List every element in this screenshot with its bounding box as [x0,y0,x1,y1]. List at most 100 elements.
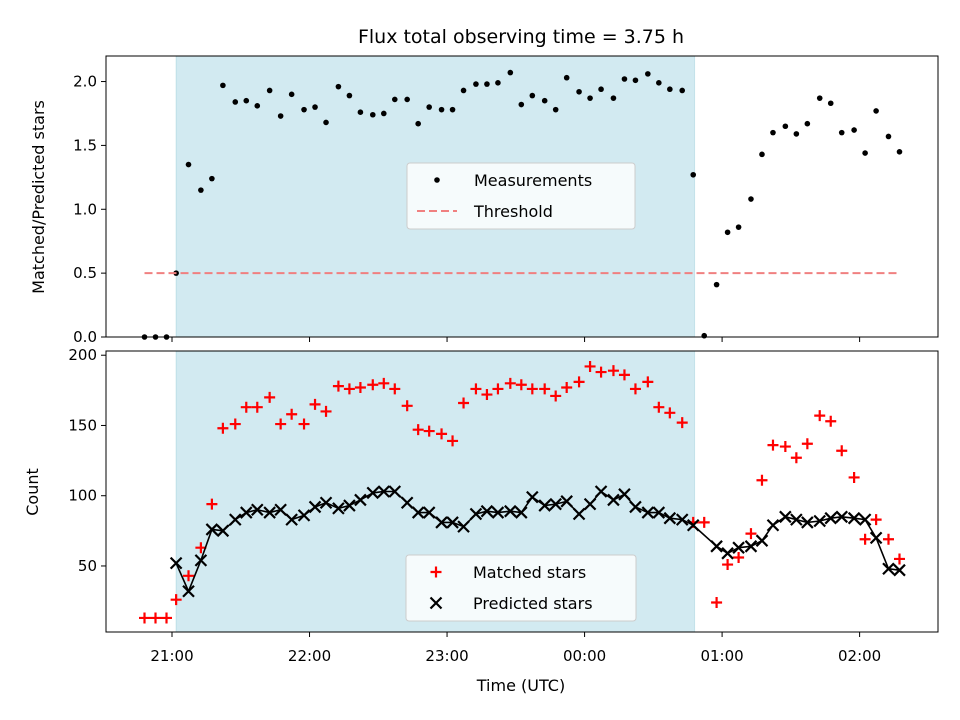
counts-legend: Matched stars Predicted stars [405,554,637,622]
ratio-y-axis-label: Matched/Predicted stars [29,100,48,294]
measurement-point [873,108,879,114]
predicted-star-point [526,490,539,504]
predicted-star-point [422,506,436,519]
predicted-star-point [491,506,505,519]
measurement-point [838,129,845,136]
x-tick-label: 01:00 [700,647,743,665]
matched-star-point [539,383,551,395]
predicted-star-point [480,504,494,518]
predicted-star-point [411,506,425,519]
measurement-point [724,229,731,236]
predicted-star-point [343,499,356,512]
measurement-point [885,133,892,140]
measurement-point [563,74,570,81]
matched-star-point [481,389,493,401]
counts-panel: 50 100 150 200 21:00 22:00 23:00 00:00 01:00 02:… [23,346,939,695]
predicted-star-point [319,496,333,510]
matched-star-point [790,452,802,464]
measurement-point [460,87,467,94]
predicted-star-point [594,485,608,498]
measurement-point [323,119,329,126]
measurement-point [862,150,868,156]
measurement-point [701,332,708,339]
predicted-star-point [366,486,380,500]
predicted-star-point [274,503,287,517]
matched-star-point [859,533,871,545]
measurement-point [804,120,811,127]
measurement-point [335,83,342,90]
predicted-star-point [354,493,367,507]
predicted-star-point [824,511,838,525]
matched-star-point [251,401,263,413]
matched-star-point [733,552,745,564]
y-tick-label: 0.5 [73,264,97,282]
legend-label: Threshold [473,202,553,221]
matched-star-point [756,474,768,486]
predicted-star-point [169,556,183,570]
measurement-point [369,111,376,118]
x-tick-label: 23:00 [425,647,468,665]
measurement-point [312,104,318,110]
predicted-star-point [205,523,219,536]
predicted-star-point [869,531,883,545]
matched-star-point [423,425,435,437]
predicted-star-point [308,500,322,514]
y-tick-label: 1.0 [73,200,97,218]
predicted-star-point [285,513,298,526]
matched-star-point [595,366,607,378]
legend-label: Matched stars [473,563,586,582]
measurement-point [484,81,490,87]
x-axis-label: Time (UTC) [476,676,565,695]
predicted-star-point [801,516,814,529]
predicted-star-point [641,506,655,519]
y-tick-label: 100 [68,487,97,505]
measurement-point [357,109,364,115]
predicted-star-point [629,500,642,514]
predicted-star-point [572,507,586,521]
matched-star-point [378,377,390,389]
predicted-star-point [538,499,551,512]
x-tick-label: 00:00 [563,647,606,665]
y-tick-label: 0.0 [73,328,97,346]
measurement-point [415,120,421,127]
predicted-star-point [216,524,230,538]
matched-star-point [676,417,688,429]
matched-star-point [722,559,734,571]
matched-star-point [458,397,470,409]
predicted-star-point [675,513,689,526]
predicted-star-point [663,511,677,525]
matched-star-point [217,422,229,434]
measurement-point [793,131,800,137]
matched-star-point [275,418,287,430]
predicted-star-point [332,502,345,515]
legend-label: Measurements [474,171,592,190]
matched-star-point [206,498,218,510]
predicted-star-point [194,554,208,567]
predicted-star-point [744,540,758,553]
measurement-point [266,87,273,94]
measurement-point [735,224,742,230]
measurement-point [576,88,582,95]
measurement-point [621,76,628,82]
measurement-point [507,69,514,76]
measurement-point [656,80,662,86]
measurement-point [198,187,204,193]
measurement-point [346,92,353,99]
matched-star-point [139,612,151,624]
matched-star-point [229,418,241,430]
matched-star-point [825,415,837,427]
matched-star-point [515,379,527,391]
chart-title: Flux total observing time = 3.75 h [358,26,684,48]
measurement-point [529,92,536,99]
measurement-point [759,151,765,158]
counts-y-axis-label: Count [23,468,42,516]
matched-star-point [526,383,538,395]
predicted-star-point [882,562,895,576]
predicted-star-point [504,504,517,518]
legend-label: Predicted stars [473,594,593,613]
x-tick-label: 21:00 [150,647,193,665]
matched-star-point [893,553,905,565]
matched-star-point [492,383,504,395]
measurement-point [748,196,754,202]
matched-star-point [607,365,619,377]
